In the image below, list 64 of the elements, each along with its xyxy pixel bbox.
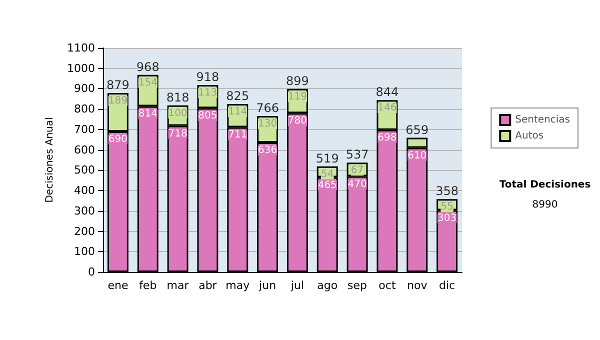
total-label: 766 (256, 101, 279, 116)
total-label: 358 (436, 184, 458, 198)
data-label: 303 (437, 212, 457, 224)
y-tick-label: 1000 (67, 62, 95, 75)
y-tick-label: 0 (88, 266, 95, 278)
data-label: 55 (440, 202, 454, 213)
data-label: 189 (108, 96, 128, 107)
data-label: 711 (228, 130, 248, 141)
total-label: 537 (346, 148, 369, 162)
total-label: 968 (136, 60, 160, 74)
data-label: 113 (198, 88, 218, 99)
y-tick-label: 100 (74, 245, 95, 258)
y-tick-label: 400 (74, 184, 95, 198)
data-label: 780 (288, 116, 308, 127)
y-tick-label: 900 (74, 82, 95, 96)
text: 8990 (532, 200, 558, 210)
x-tick-label: feb (139, 279, 157, 292)
x-tick-label: jul (290, 279, 304, 292)
data-label: 154 (138, 77, 158, 88)
x-tick-label: dic (438, 279, 456, 292)
y-axis-title: Decisiones Anual (44, 117, 56, 203)
data-label: 698 (378, 132, 397, 144)
data-label: 465 (318, 180, 337, 191)
total-label: 899 (286, 74, 309, 88)
data-label: 805 (198, 110, 218, 122)
total-label: 918 (196, 70, 220, 84)
y-tick-label: 1100 (67, 42, 95, 54)
data-label: 470 (348, 178, 367, 190)
legend-label: Sentencias (515, 114, 570, 126)
data-label: 718 (168, 128, 188, 140)
y-tick-label: 600 (74, 143, 95, 156)
text: Total Decisiones (499, 180, 591, 190)
y-tick-label: 300 (74, 204, 95, 218)
data-label: 54 (321, 168, 334, 180)
data-label: 119 (288, 91, 308, 102)
total-label: 844 (376, 85, 399, 100)
data-label: 67 (350, 165, 364, 176)
x-tick-label: ene (108, 279, 128, 292)
data-label: 114 (228, 106, 248, 118)
data-label: 100 (168, 108, 188, 119)
total-label: 825 (226, 89, 250, 103)
x-tick-label: mar (166, 279, 190, 292)
total-label: 818 (166, 90, 190, 104)
data-label: 146 (378, 102, 397, 114)
data-label: 130 (258, 118, 278, 130)
total-label: 879 (106, 78, 130, 92)
x-tick-label: ago (317, 279, 338, 292)
x-tick-label: oct (378, 279, 396, 292)
data-label: 690 (108, 134, 128, 145)
x-tick-label: sep (348, 279, 368, 292)
y-tick-label: 700 (74, 122, 95, 136)
total-label: 659 (406, 122, 429, 137)
x-tick-label: jun (258, 279, 276, 292)
data-label: 814 (138, 108, 158, 120)
data-label: 610 (408, 150, 427, 162)
x-tick-label: abr (198, 279, 218, 292)
data-label: 636 (258, 144, 278, 156)
y-tick-label: 800 (74, 102, 95, 116)
x-tick-label: nov (407, 279, 428, 292)
x-tick-label: may (226, 279, 250, 292)
legend-label: Autos (515, 130, 544, 142)
y-tick-label: 200 (74, 224, 95, 238)
y-tick-label: 500 (74, 164, 95, 177)
total-label: 519 (316, 151, 339, 166)
